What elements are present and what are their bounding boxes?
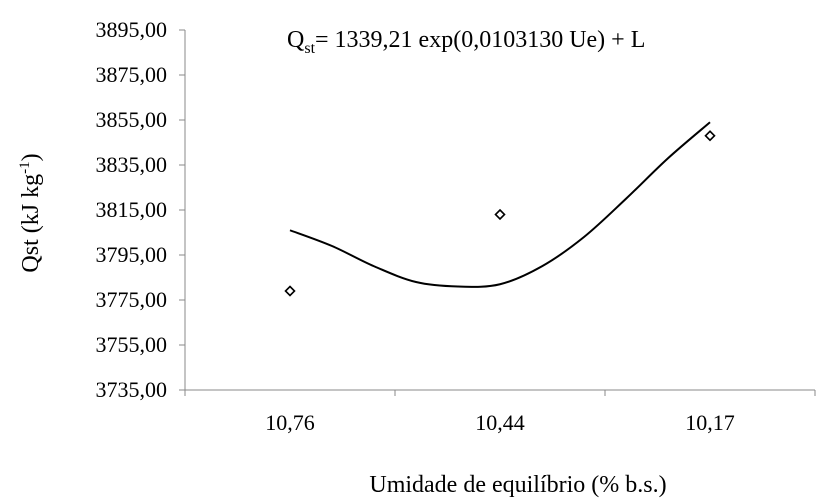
y-tick-labels: 3735,00 3755,00 3775,00 3795,00 3815,00 3835,…	[96, 17, 168, 402]
x-tick-label: 10,44	[475, 410, 525, 435]
y-tick-label: 3815,00	[96, 197, 168, 222]
y-tick-label: 3795,00	[96, 242, 168, 267]
x-axis-title: Umidade de equilíbrio (% b.s.)	[369, 472, 666, 498]
x-tick-label: 10,76	[265, 410, 315, 435]
y-axis-title: Qst (kJ kg-1)	[17, 153, 44, 272]
data-points	[284, 130, 716, 297]
data-point-marker	[494, 208, 506, 221]
fitted-curve	[289, 121, 711, 288]
y-tick-label: 3735,00	[96, 377, 168, 402]
tick-marks	[179, 29, 816, 396]
y-tick-label: 3895,00	[96, 17, 168, 42]
data-point-marker	[704, 130, 716, 142]
y-tick-label: 3875,00	[96, 62, 168, 87]
x-tick-labels: 10,76 10,44 10,17	[265, 410, 735, 435]
y-tick-label: 3835,00	[96, 152, 168, 177]
data-point-marker	[284, 285, 296, 297]
fitted-curve-line	[289, 121, 711, 288]
y-tick-label: 3755,00	[96, 332, 168, 357]
y-tick-label: 3775,00	[96, 287, 168, 312]
y-tick-label: 3855,00	[96, 107, 168, 132]
equation-label: Qst= 1339,21 exp(0,0103130 Ue) + L	[287, 27, 645, 57]
x-tick-label: 10,17	[685, 410, 735, 435]
